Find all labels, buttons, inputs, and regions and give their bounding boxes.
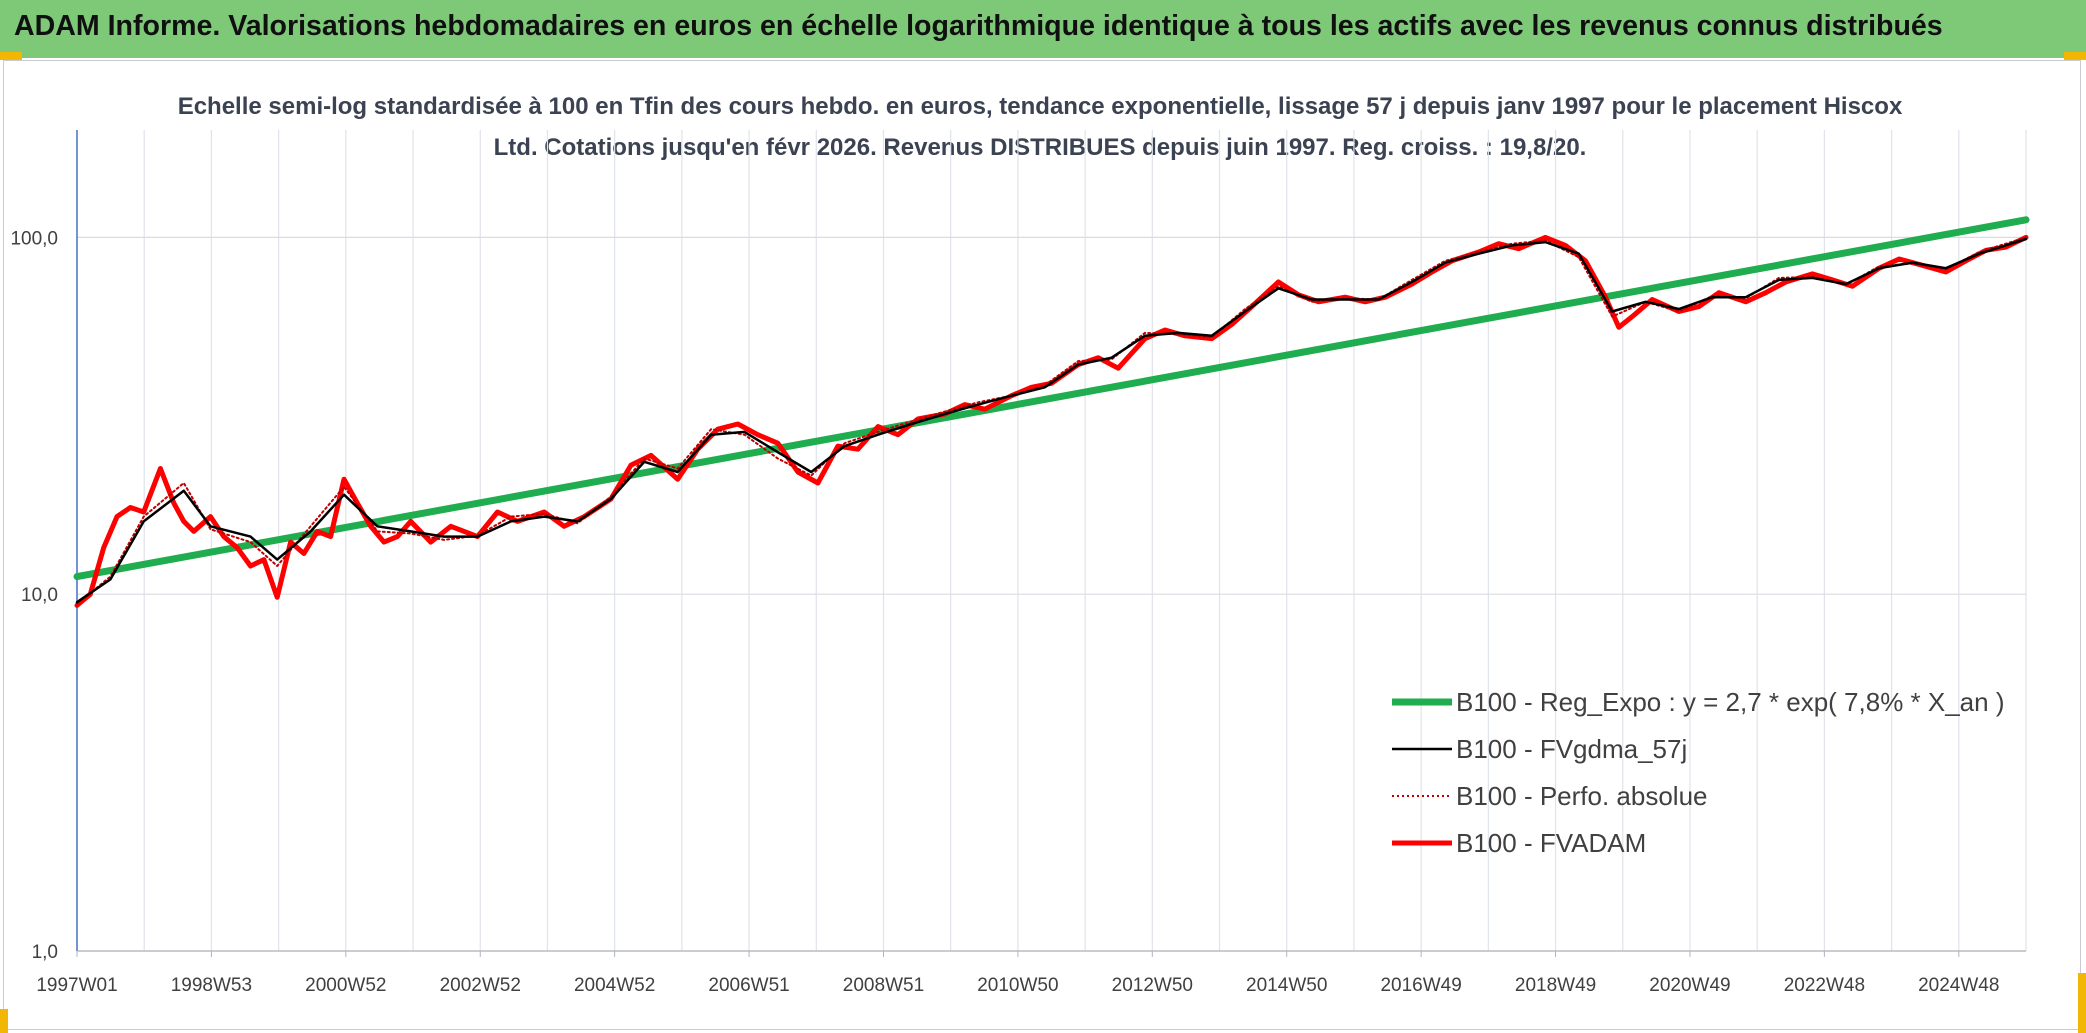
x-tick-label: 2006W51 — [708, 975, 789, 996]
x-tick-label: 2002W52 — [440, 975, 521, 996]
x-tick-label: 2024W48 — [1918, 975, 1999, 996]
x-tick-label: 1998W53 — [171, 975, 252, 996]
series-line-3 — [74, 234, 2029, 608]
x-tick-label: 2004W52 — [574, 975, 655, 996]
x-tick-label: 2012W50 — [1112, 975, 1193, 996]
legend-label: B100 - FVADAM — [1456, 828, 1646, 858]
y-tick-label: 100,0 — [10, 228, 58, 249]
series-line-2 — [76, 236, 2027, 605]
y-tick-label: 1,0 — [32, 942, 58, 963]
x-tick-label: 2018W49 — [1515, 975, 1596, 996]
series-line-0 — [73, 216, 2030, 581]
y-tick-label: 10,0 — [21, 585, 58, 606]
x-tick-label: 2008W51 — [843, 975, 924, 996]
corner-marker — [2078, 973, 2086, 1033]
series-layer — [73, 216, 2030, 608]
corner-marker — [0, 1009, 8, 1033]
legend: B100 - Reg_Expo : y = 2,7 * exp( 7,8% * … — [1392, 687, 2005, 858]
chart-frame — [3, 60, 2081, 1030]
x-tick-label: 2000W52 — [305, 975, 386, 996]
x-tick-label: 2020W49 — [1649, 975, 1730, 996]
axis-layer: 1,0 10,0 100,0 1997W01 1998W53 2000W52 2002W52… — [10, 130, 2026, 996]
series-line-1 — [75, 237, 2028, 604]
grid-layer — [77, 130, 2027, 952]
header-band — [0, 0, 2086, 58]
x-tick-label: 2022W48 — [1784, 975, 1865, 996]
legend-label: B100 - FVgdma_57j — [1456, 734, 1687, 764]
legend-label: B100 - Reg_Expo : y = 2,7 * exp( 7,8% * … — [1456, 687, 2005, 717]
corner-marker — [2064, 52, 2086, 60]
x-tick-label: 2010W50 — [977, 975, 1058, 996]
x-tick-label: 2016W49 — [1380, 975, 1461, 996]
x-tick-label: 2014W50 — [1246, 975, 1327, 996]
chart-title: Echelle semi-log standardisée à 100 en T… — [177, 93, 1903, 161]
legend-label: B100 - Perfo. absolue — [1456, 781, 1708, 811]
corner-marker — [0, 52, 22, 60]
x-tick-label: 1997W01 — [36, 975, 117, 996]
page-title: ADAM Informe. Valorisations hebdomadaire… — [14, 10, 1943, 42]
